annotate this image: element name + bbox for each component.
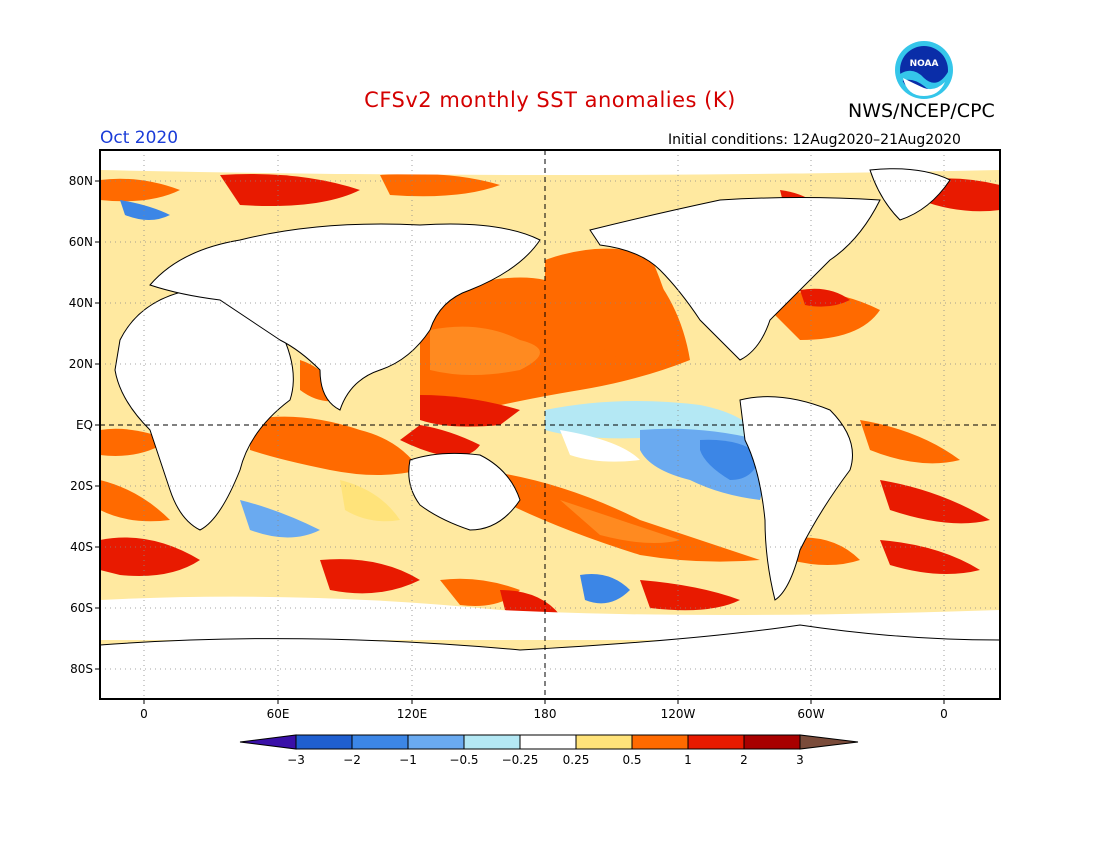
map-title: CFSv2 monthly SST anomalies (K) (364, 88, 736, 112)
x-tick-label: 60E (267, 707, 290, 721)
y-tick-label: 80N (69, 174, 93, 188)
colorbar-swatch (687, 734, 745, 750)
x-tick-label: 120W (661, 707, 696, 721)
y-tick-label: 20S (70, 479, 93, 493)
colorbar-label: −1 (399, 753, 417, 767)
colorbar-swatch (575, 734, 633, 750)
x-tick-label: 120E (397, 707, 428, 721)
initial-conditions-label: Initial conditions: 12Aug2020–21Aug2020 (668, 132, 961, 148)
colorbar-swatch (743, 734, 801, 750)
colorbar-label: 0.25 (563, 753, 590, 767)
x-tick-label: 0 (140, 707, 148, 721)
x-axis: 0 60E 120E 180 120W 60W 0 (140, 699, 948, 721)
noaa-logo-text: NOAA (910, 59, 939, 69)
colorbar-label: −3 (287, 753, 305, 767)
y-tick-label: 20N (69, 357, 93, 371)
y-tick-label: EQ (76, 418, 93, 432)
colorbar-label: −2 (343, 753, 361, 767)
y-tick-label: 60S (70, 601, 93, 615)
colorbar-swatch (631, 734, 689, 750)
x-tick-label: 60W (797, 707, 824, 721)
colorbar-swatch (351, 734, 409, 750)
y-tick-label: 40N (69, 296, 93, 310)
colorbar: −3 −2 −1 −0.5 −0.25 0.25 0.5 1 2 3 (239, 734, 859, 767)
x-tick-label: 180 (534, 707, 557, 721)
colorbar-label: 2 (740, 753, 748, 767)
colorbar-swatch (407, 734, 465, 750)
colorbar-label: 1 (684, 753, 692, 767)
colorbar-max-arrow (799, 734, 859, 750)
colorbar-label: 0.5 (622, 753, 641, 767)
colorbar-swatch (463, 734, 521, 750)
colorbar-swatch (295, 734, 353, 750)
colorbar-label: 3 (796, 753, 804, 767)
y-tick-label: 80S (70, 662, 93, 676)
y-axis: 80N 60N 40N 20N EQ 20S 40S 60S 80S (69, 174, 100, 676)
month-label: Oct 2020 (100, 128, 179, 148)
colorbar-label: −0.25 (502, 753, 539, 767)
x-tick-label: 0 (940, 707, 948, 721)
y-tick-label: 40S (70, 540, 93, 554)
graticule (100, 150, 1000, 699)
colorbar-min-arrow (239, 734, 297, 750)
y-tick-label: 60N (69, 235, 93, 249)
agency-label: NWS/NCEP/CPC (848, 100, 995, 122)
colorbar-swatch (519, 734, 577, 750)
colorbar-label: −0.5 (449, 753, 478, 767)
land-masses (100, 168, 1000, 699)
noaa-logo: NOAA (895, 41, 953, 99)
